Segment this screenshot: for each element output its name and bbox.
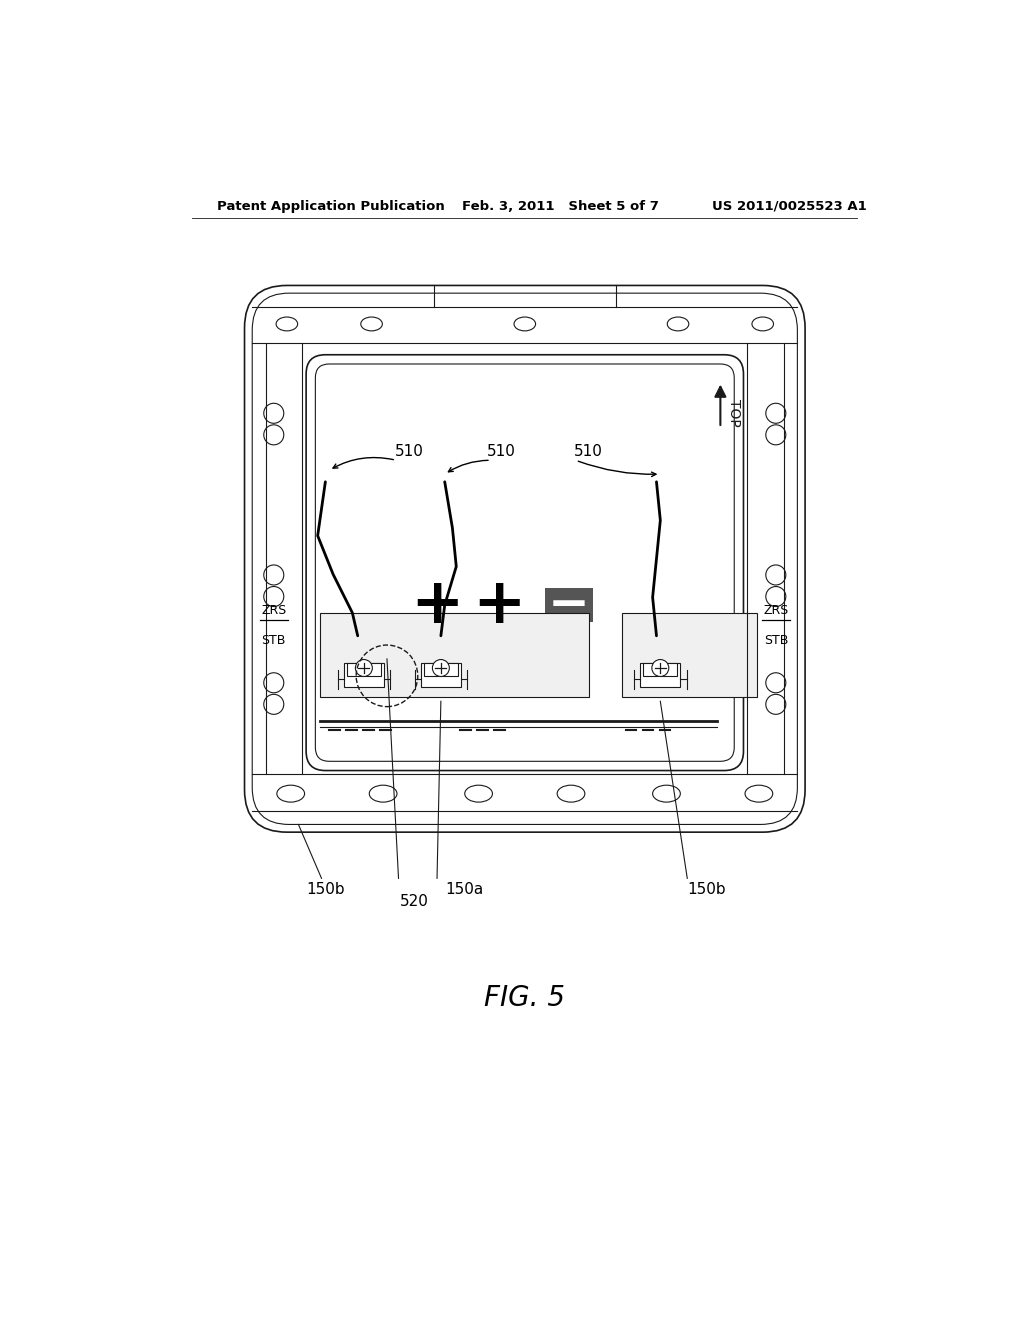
Circle shape bbox=[766, 694, 785, 714]
Text: 150b: 150b bbox=[687, 882, 726, 898]
Bar bbox=[640, 663, 680, 686]
Text: 510: 510 bbox=[487, 444, 516, 458]
Circle shape bbox=[766, 565, 785, 585]
Text: 510: 510 bbox=[394, 444, 424, 458]
Circle shape bbox=[264, 673, 284, 693]
Ellipse shape bbox=[465, 785, 493, 803]
Bar bbox=[344, 663, 384, 686]
Circle shape bbox=[264, 425, 284, 445]
Circle shape bbox=[432, 660, 450, 676]
Ellipse shape bbox=[752, 317, 773, 331]
Bar bbox=[421, 663, 461, 686]
Ellipse shape bbox=[557, 785, 585, 803]
Text: Feb. 3, 2011   Sheet 5 of 7: Feb. 3, 2011 Sheet 5 of 7 bbox=[462, 199, 658, 213]
Bar bbox=[545, 589, 593, 622]
Bar bbox=[622, 612, 757, 697]
Circle shape bbox=[766, 673, 785, 693]
FancyBboxPatch shape bbox=[306, 355, 743, 771]
Text: TOP: TOP bbox=[727, 399, 741, 426]
Circle shape bbox=[264, 565, 284, 585]
Text: +: + bbox=[472, 574, 525, 636]
Text: Patent Application Publication: Patent Application Publication bbox=[217, 199, 444, 213]
Text: ZRS: ZRS bbox=[763, 603, 788, 616]
Circle shape bbox=[264, 404, 284, 424]
Ellipse shape bbox=[276, 785, 304, 803]
Ellipse shape bbox=[514, 317, 536, 331]
Text: +: + bbox=[411, 574, 464, 636]
Circle shape bbox=[766, 404, 785, 424]
Circle shape bbox=[355, 660, 373, 676]
Ellipse shape bbox=[668, 317, 689, 331]
Ellipse shape bbox=[360, 317, 382, 331]
Circle shape bbox=[652, 660, 669, 676]
Circle shape bbox=[264, 694, 284, 714]
Text: STB: STB bbox=[261, 635, 286, 647]
Circle shape bbox=[766, 586, 785, 607]
Ellipse shape bbox=[276, 317, 298, 331]
Ellipse shape bbox=[370, 785, 397, 803]
Bar bbox=[347, 663, 381, 676]
Text: 150a: 150a bbox=[444, 882, 483, 898]
Text: 520: 520 bbox=[399, 894, 428, 909]
Bar bbox=[643, 663, 677, 676]
Text: 510: 510 bbox=[574, 444, 603, 458]
Bar bbox=[319, 612, 590, 697]
Circle shape bbox=[766, 425, 785, 445]
Ellipse shape bbox=[745, 785, 773, 803]
Text: 150b: 150b bbox=[306, 882, 345, 898]
Text: ZRS: ZRS bbox=[261, 603, 287, 616]
Ellipse shape bbox=[652, 785, 680, 803]
Text: STB: STB bbox=[764, 635, 788, 647]
Circle shape bbox=[264, 586, 284, 607]
Bar bbox=[424, 663, 458, 676]
FancyBboxPatch shape bbox=[245, 285, 805, 832]
Text: US 2011/0025523 A1: US 2011/0025523 A1 bbox=[712, 199, 866, 213]
Text: −: − bbox=[548, 581, 590, 630]
Text: FIG. 5: FIG. 5 bbox=[484, 983, 565, 1011]
